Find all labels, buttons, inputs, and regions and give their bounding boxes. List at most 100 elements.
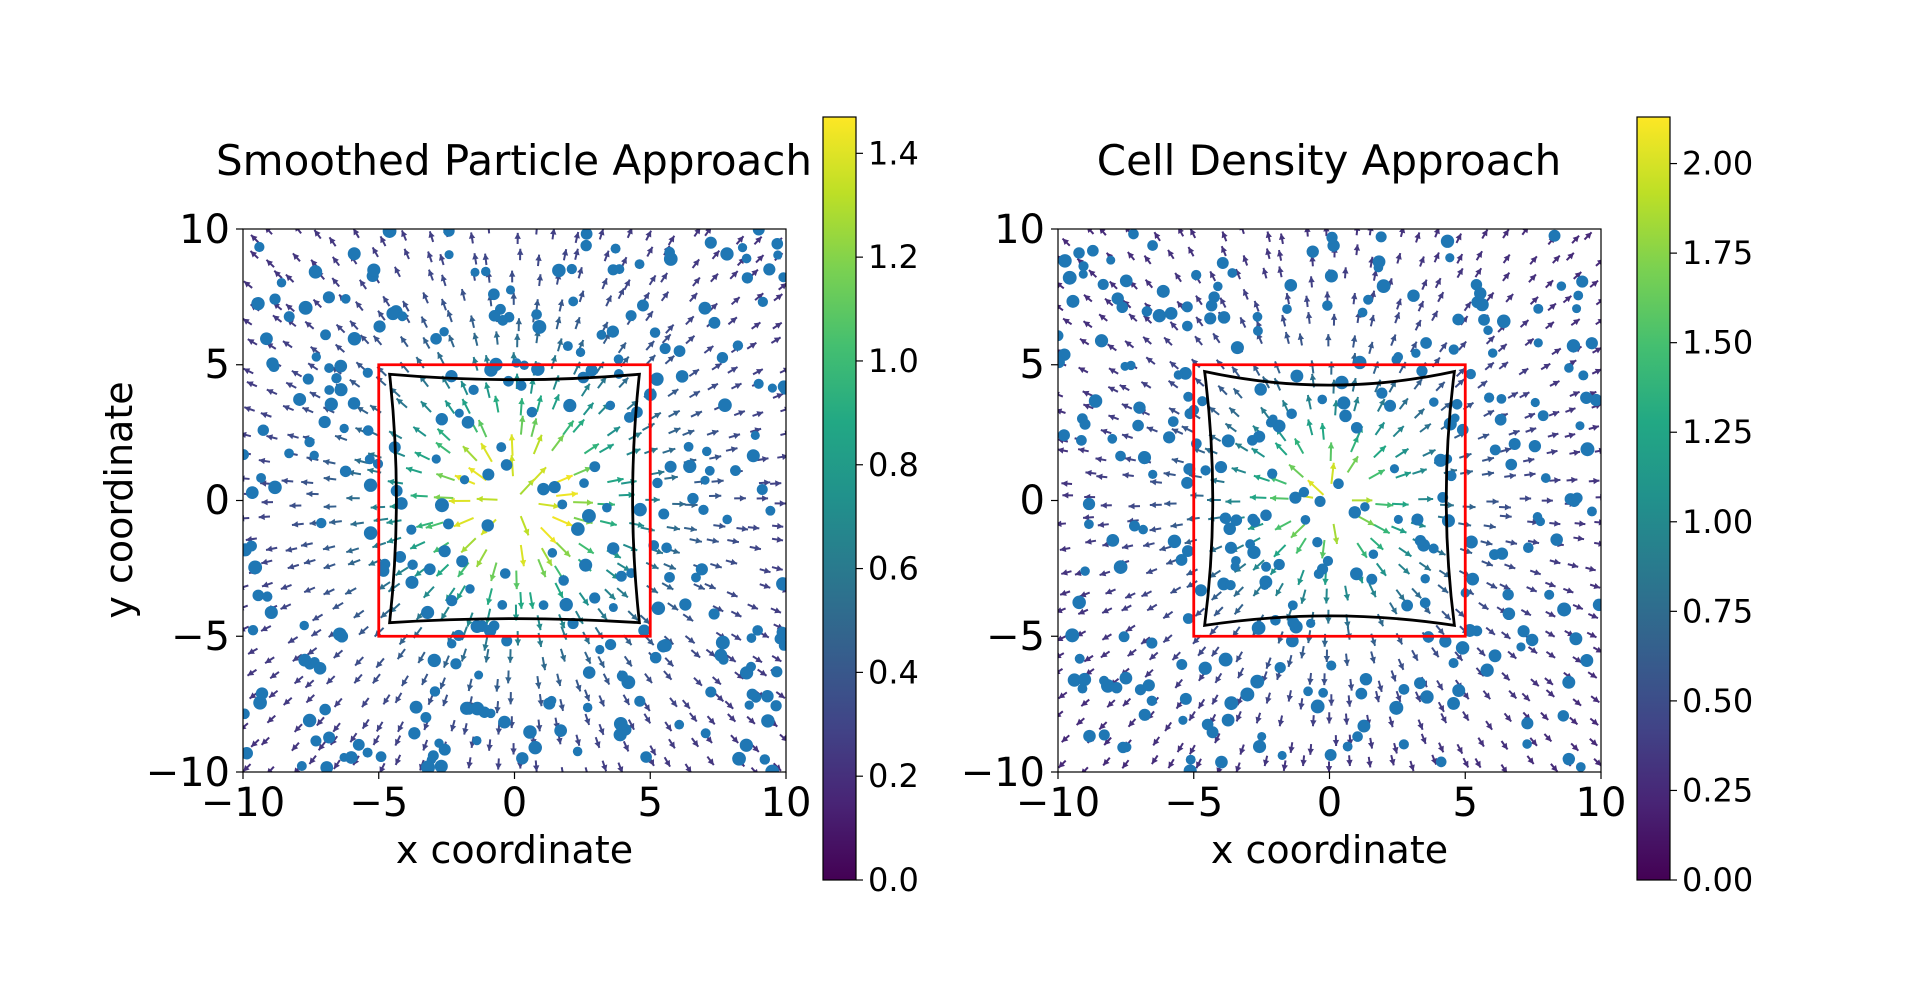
quiver-arrow-head (730, 446, 738, 453)
particle (1389, 700, 1404, 715)
particle (633, 502, 647, 517)
quiver-arrow-head (1415, 379, 1423, 386)
particle (496, 442, 507, 453)
quiver-arrow-head (386, 537, 394, 544)
quiver-arrow-head (421, 316, 428, 324)
colorbar-tick-label: 0.4 (868, 653, 919, 691)
quiver-arrow-head (1310, 720, 1317, 727)
quiver-arrow-head (563, 550, 571, 557)
particle (557, 499, 568, 510)
quiver-arrow-head (306, 696, 313, 703)
quiver-arrow-head (420, 401, 428, 408)
particle (1268, 414, 1278, 424)
quiver-arrow-head (646, 311, 653, 318)
x-tick-label: 5 (1453, 780, 1478, 826)
particle (770, 700, 782, 712)
quiver-arrow-head (553, 502, 560, 510)
quiver-arrow-head (332, 603, 340, 610)
quiver-arrow-head (695, 679, 702, 686)
quiver-arrow-head (1347, 684, 1355, 691)
quiver-arrow-head (437, 352, 444, 360)
quiver-arrow-head (1402, 501, 1409, 508)
particle (302, 373, 314, 385)
quiver-arrow-head (287, 433, 295, 440)
particle (1120, 361, 1130, 371)
quiver-arrow-head (573, 248, 580, 256)
quiver-arrow-head (1171, 428, 1179, 435)
particle (1087, 244, 1099, 257)
quiver-arrow-head (468, 232, 476, 239)
quiver-arrow-head (694, 229, 701, 235)
particle (363, 478, 378, 492)
particle (1261, 561, 1272, 572)
quiver-arrow-head (294, 767, 301, 772)
quiver-arrow-head (1059, 545, 1067, 553)
quiver-arrow-head (1367, 341, 1374, 349)
quiver-arrow-head (1305, 394, 1313, 402)
quiver-arrow-head (1396, 637, 1403, 645)
quiver-arrow-head (1485, 539, 1493, 546)
quiver-arrow-head (1483, 692, 1491, 700)
quiver-arrow-head (1122, 472, 1129, 479)
particle (1138, 708, 1151, 721)
quiver-arrow-head (1444, 402, 1451, 409)
particle (1348, 506, 1362, 519)
quiver-arrow-head (414, 570, 422, 577)
quiver-arrow-head (1330, 313, 1338, 320)
quiver-arrow-head (435, 442, 443, 449)
quiver-arrow-head (416, 613, 423, 620)
quiver-arrow-head (514, 639, 522, 646)
particle (746, 688, 758, 700)
quiver-arrow-head (292, 253, 300, 260)
particle (1277, 750, 1287, 761)
quiver-arrow-head (448, 334, 455, 342)
quiver-arrow-head (1108, 368, 1116, 375)
quiver-arrow-head (668, 235, 675, 243)
quiver-arrow-head (1170, 587, 1178, 594)
quiver-arrow-head (1510, 539, 1517, 546)
quiver-arrow-head (617, 476, 624, 484)
quiver-arrow-head (1306, 419, 1313, 427)
quiver-arrow-head (289, 502, 296, 509)
quiver-arrow-head (752, 524, 760, 531)
particle (1564, 363, 1574, 373)
quiver-arrow-head (1566, 587, 1574, 594)
quiver-arrow-head (584, 718, 591, 725)
quiver-arrow-head (1322, 578, 1329, 585)
particle (1326, 660, 1337, 671)
particle (430, 333, 442, 345)
quiver-arrow-head (600, 613, 607, 620)
quiver-arrow-head (621, 377, 629, 385)
quiver-arrow-head (1221, 231, 1228, 239)
quiver-arrow-head (603, 250, 610, 258)
colorbar-tick-label: 2.00 (1682, 145, 1753, 183)
quiver-arrow-head (285, 546, 293, 553)
colorbar-tick-label: 1.2 (868, 238, 919, 276)
quiver-arrow-head (618, 288, 624, 296)
quiver-arrow-head (1550, 449, 1558, 456)
quiver-arrow-head (1529, 586, 1537, 593)
colorbar-gradient (822, 116, 857, 881)
quiver-arrow-head (306, 490, 313, 498)
quiver-arrow-head (460, 654, 467, 662)
quiver-arrow-head (1177, 301, 1184, 309)
quiver-arrow-head (1458, 610, 1465, 617)
particle (438, 545, 451, 558)
quiver-arrow-head (584, 694, 591, 702)
particle (1505, 458, 1518, 471)
quiver-arrow-head (695, 537, 702, 544)
particle (1167, 534, 1182, 549)
quiver-arrow-head (690, 714, 697, 722)
quiver-arrow-head (687, 429, 695, 436)
quiver-arrow-head (274, 270, 281, 278)
quiver-arrow-head (763, 567, 771, 574)
quiver-arrow-head (450, 724, 457, 732)
quiver-arrow-head (316, 718, 324, 726)
quiver-arrow-head (1486, 560, 1493, 567)
quiver-arrow-head (1492, 498, 1499, 505)
quiver-arrow-head (574, 739, 581, 746)
quiver-arrow-head (1551, 432, 1559, 439)
colorbar-ticks: 0.000.250.500.751.001.251.501.752.00 (1670, 145, 1753, 899)
quiver-arrow-head (440, 274, 447, 282)
quiver-arrow-head (1122, 433, 1129, 440)
